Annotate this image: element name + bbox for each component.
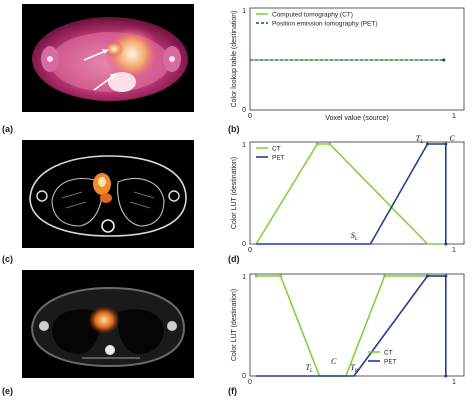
y-axis-label: Color LUT (destination) bbox=[231, 157, 238, 229]
data-point bbox=[425, 274, 429, 278]
annotation-label: TL bbox=[306, 363, 313, 374]
annotation-label: TR bbox=[350, 363, 358, 374]
panel-label-e: (e) bbox=[2, 386, 13, 396]
lut-chart-b: 0 1 0 1 Color lookup table (destination) Voxe… bbox=[228, 4, 472, 122]
plot-frame bbox=[249, 7, 465, 111]
data-point bbox=[279, 274, 283, 278]
ct-pet-fused-image bbox=[22, 4, 194, 112]
y-tick-label: 1 bbox=[242, 8, 246, 15]
lut-plot-f: 0 1 0 1 Color LUT (destination) CT PET TL C TR bbox=[231, 273, 465, 386]
panel-label-b: (b) bbox=[228, 124, 240, 134]
annotation-label: SL bbox=[351, 231, 358, 242]
y-tick-label: 0 bbox=[242, 373, 246, 380]
y-tick-label: 0 bbox=[242, 107, 246, 114]
y-tick-label: 0 bbox=[242, 241, 246, 248]
plot-frame bbox=[249, 273, 465, 377]
panel-label-a: (a) bbox=[2, 124, 13, 134]
y-axis-label: Color LUT (destination) bbox=[231, 289, 238, 361]
lut-plot-b: 0 1 0 1 Color lookup table (destination) Voxe… bbox=[231, 7, 465, 122]
legend-label: PET bbox=[384, 359, 397, 366]
data-point bbox=[444, 274, 448, 278]
data-point bbox=[425, 142, 429, 146]
data-point bbox=[315, 142, 319, 146]
annotation-label: TL bbox=[416, 134, 423, 145]
data-point bbox=[254, 274, 258, 278]
y-tick-label: 1 bbox=[242, 274, 246, 281]
x-axis-label: Voxel value (source) bbox=[325, 115, 388, 122]
legend-label: Computed tomography (CT) bbox=[272, 12, 353, 19]
data-point bbox=[442, 58, 446, 62]
annotation-label: C bbox=[449, 134, 455, 143]
panel-label-d: (d) bbox=[228, 254, 240, 264]
x-tick-label: 1 bbox=[452, 113, 456, 120]
panel-label-c: (c) bbox=[2, 254, 13, 264]
ct-pet-window-image bbox=[22, 270, 194, 378]
lut-chart-d: 0 1 0 1 Color LUT (destination) CT PET TL C SL bbox=[228, 134, 472, 256]
legend-label: CT bbox=[384, 350, 393, 357]
x-tick-label: 1 bbox=[452, 247, 456, 254]
y-tick-label: 1 bbox=[242, 142, 246, 149]
data-point bbox=[328, 142, 332, 146]
lut-plot-d: 0 1 0 1 Color LUT (destination) CT PET TL C SL bbox=[231, 134, 465, 254]
legend-label: PET bbox=[272, 155, 285, 162]
ct-edge-image bbox=[22, 140, 194, 248]
x-tick-label: 0 bbox=[248, 379, 252, 386]
x-tick-label: 1 bbox=[452, 379, 456, 386]
data-point bbox=[444, 242, 448, 246]
x-tick-label: 0 bbox=[248, 113, 252, 120]
legend-label: Position emission tomography (PET) bbox=[272, 21, 378, 28]
data-point bbox=[444, 374, 448, 378]
x-tick-label: 0 bbox=[248, 247, 252, 254]
y-axis-label: Color lookup table (destination) bbox=[231, 11, 238, 108]
data-point bbox=[383, 274, 387, 278]
annotation-label: C bbox=[331, 357, 337, 366]
data-point bbox=[444, 142, 448, 146]
panel-label-f: (f) bbox=[228, 386, 237, 396]
legend-label: CT bbox=[272, 146, 281, 153]
lut-chart-f: 0 1 0 1 Color LUT (destination) CT PET TL C TR bbox=[228, 270, 472, 388]
